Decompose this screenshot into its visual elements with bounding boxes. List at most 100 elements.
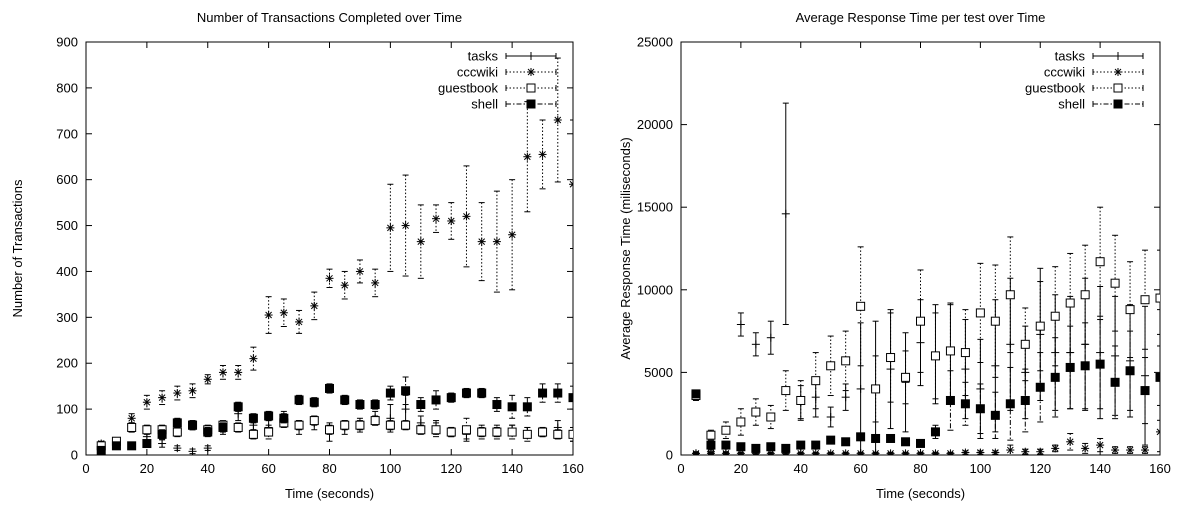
data-point — [1156, 427, 1160, 436]
y-tick-label: 300 — [56, 310, 78, 325]
data-point — [461, 388, 471, 398]
data-point — [946, 449, 955, 455]
data-point — [142, 425, 152, 435]
legend-marker-guestbook — [1113, 83, 1123, 93]
data-point — [721, 449, 730, 455]
data-point — [826, 449, 835, 455]
data-point — [901, 372, 911, 382]
data-point — [706, 440, 716, 450]
legend-marker-cccwiki — [527, 68, 535, 76]
series-tasks — [691, 102, 1160, 455]
data-point — [188, 386, 197, 395]
data-point — [309, 397, 319, 407]
data-point — [172, 427, 182, 437]
data-point — [1005, 399, 1015, 409]
x-tick-label: 0 — [677, 461, 684, 476]
chart-2: Average Response Time per test over Time… — [618, 10, 1171, 501]
data-point — [325, 425, 334, 435]
x-tick-label: 140 — [501, 461, 523, 476]
legend-label-cccwiki: cccwiki — [1044, 65, 1085, 80]
data-point — [930, 351, 940, 361]
data-point — [309, 416, 319, 426]
data-point — [203, 427, 213, 437]
x-tick-label: 40 — [201, 461, 215, 476]
data-point — [431, 425, 441, 435]
data-point — [401, 420, 411, 430]
data-point — [218, 422, 228, 432]
data-point — [1051, 444, 1060, 453]
data-point — [508, 230, 517, 239]
data-point — [553, 116, 562, 125]
data-point — [841, 437, 851, 447]
data-point — [127, 441, 137, 451]
data-point — [1125, 305, 1135, 315]
data-point — [264, 411, 274, 421]
data-point — [736, 442, 746, 452]
data-point — [294, 420, 304, 430]
x-tick-label: 100 — [970, 461, 992, 476]
data-point — [1066, 437, 1075, 446]
data-point — [385, 420, 395, 430]
data-point — [264, 311, 273, 320]
x-tick-label: 100 — [380, 461, 402, 476]
legend-marker-tasks — [1114, 52, 1122, 60]
data-point — [279, 308, 288, 317]
x-axis-label: Time (seconds) — [285, 486, 374, 501]
data-point — [295, 317, 304, 326]
data-point — [961, 448, 970, 455]
data-point — [233, 422, 243, 432]
data-point — [1081, 444, 1090, 453]
data-point — [1050, 372, 1060, 382]
data-point — [736, 417, 746, 427]
data-point — [990, 410, 1000, 420]
data-point — [991, 361, 1000, 370]
data-point — [1006, 446, 1015, 455]
data-point — [416, 237, 425, 246]
data-point — [355, 400, 365, 410]
y-tick-label: 25000 — [637, 35, 673, 50]
data-point — [930, 427, 940, 437]
data-point — [188, 447, 197, 455]
data-point — [766, 333, 775, 342]
y-tick-label: 10000 — [637, 282, 673, 297]
y-tick-label: 600 — [56, 172, 78, 187]
data-point — [1155, 293, 1160, 303]
y-tick-label: 400 — [56, 264, 78, 279]
chart-title: Average Response Time per test over Time — [796, 10, 1046, 25]
data-point — [856, 301, 866, 311]
data-point — [811, 393, 820, 402]
data-point — [507, 402, 517, 412]
data-point — [127, 422, 137, 432]
data-point — [856, 432, 866, 442]
y-tick-label: 5000 — [644, 365, 673, 380]
data-point — [233, 402, 243, 412]
data-point — [721, 440, 731, 450]
data-point — [142, 439, 152, 449]
data-point — [553, 388, 563, 398]
data-point — [841, 356, 851, 366]
y-tick-label: 800 — [56, 80, 78, 95]
x-tick-label: 0 — [82, 461, 89, 476]
data-point — [462, 212, 471, 221]
legend-label-cccwiki: cccwiki — [457, 65, 498, 80]
data-point — [431, 395, 441, 405]
data-point — [1035, 321, 1045, 331]
data-point — [492, 237, 501, 246]
data-point — [158, 393, 167, 402]
data-point — [1141, 446, 1150, 455]
data-point — [157, 429, 167, 439]
legend-label-shell: shell — [1058, 97, 1085, 112]
data-point — [446, 393, 456, 403]
data-point — [871, 384, 881, 394]
data-point — [841, 393, 850, 402]
data-point — [1110, 377, 1120, 387]
y-tick-label: 0 — [666, 448, 673, 463]
data-point — [1080, 290, 1090, 300]
data-point — [916, 338, 925, 347]
data-point — [811, 376, 821, 386]
legend-label-tasks: tasks — [468, 49, 499, 64]
x-tick-label: 20 — [734, 461, 748, 476]
x-tick-label: 160 — [562, 461, 584, 476]
data-point — [522, 402, 532, 412]
data-point — [1095, 359, 1105, 369]
